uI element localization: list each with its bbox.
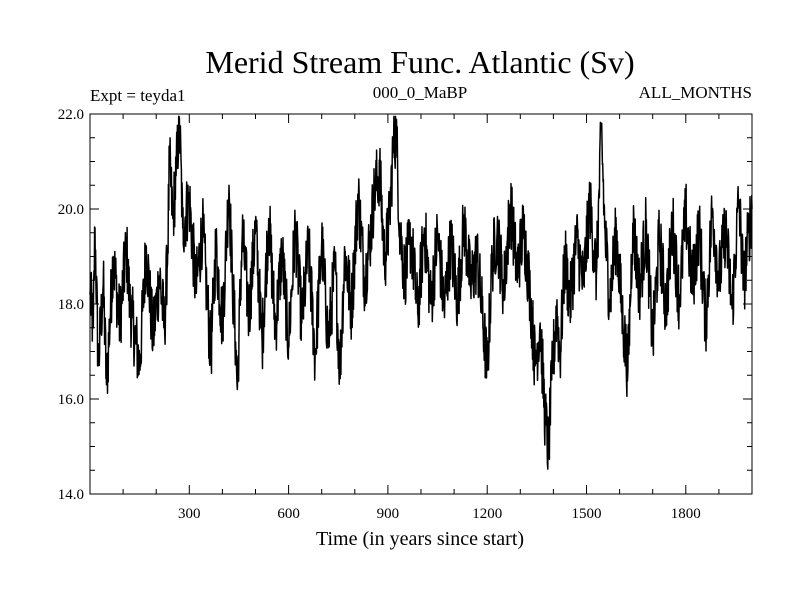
series-line [89,115,753,470]
x-axis-label: Time (in years since start) [316,528,524,550]
experiment-label: Expt = teyda1 [90,86,186,105]
x-tick-label: 1200 [472,506,502,522]
months-label: ALL_MONTHS [639,83,752,102]
x-tick-label: 1800 [671,506,701,522]
y-tick-label: 20.0 [58,202,84,218]
y-tick-label: 22.0 [58,107,84,123]
x-tick-label: 900 [377,506,400,522]
y-tick-label: 18.0 [58,297,84,313]
plot-area: 14.0 16.0 18.0 20.0 22.0 300 600 900 1200 1500 180… [58,107,753,522]
x-tick-label: 1500 [572,506,602,522]
x-tick-label: 600 [277,506,300,522]
x-tick-label: 300 [178,506,201,522]
period-label: 000_0_MaBP [373,83,467,102]
y-tick-label: 14.0 [58,487,84,503]
plot-frame [89,113,753,495]
chart-title: Merid Stream Func. Atlantic (Sv) [205,44,634,80]
y-tick-label: 16.0 [58,392,84,408]
